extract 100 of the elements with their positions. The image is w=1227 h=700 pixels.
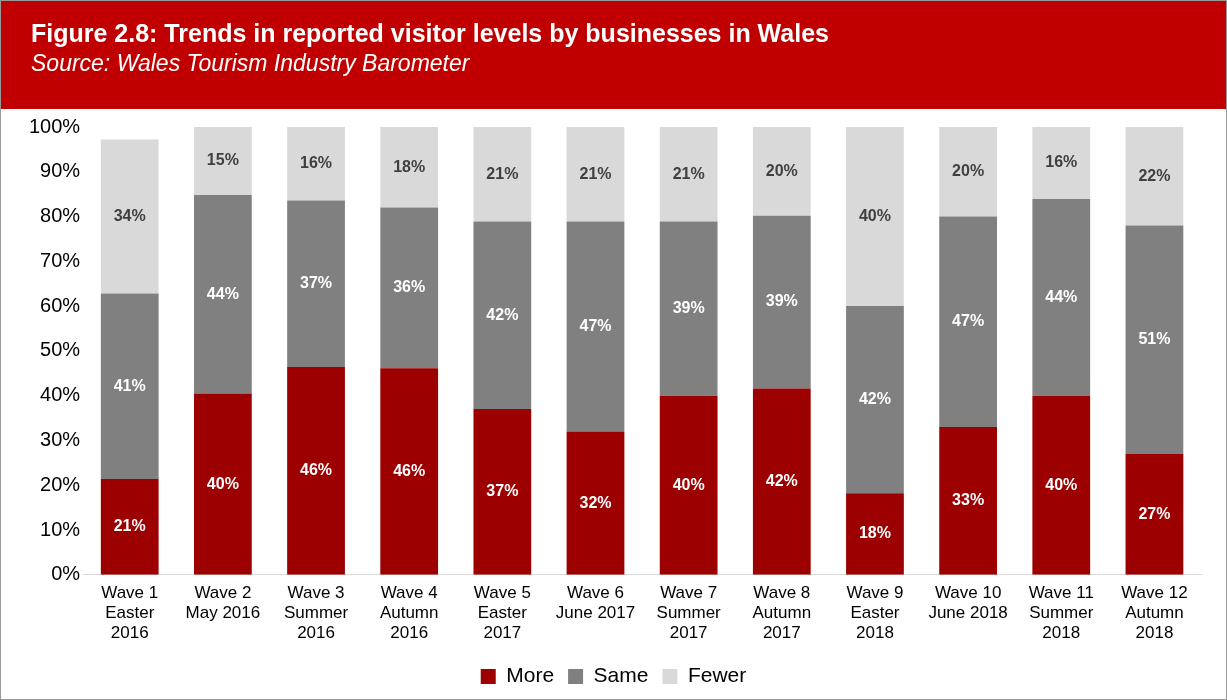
x-tick-label: Wave 3 Summer 2016 bbox=[283, 582, 349, 643]
x-tick-label: Wave 11 Summer 2018 bbox=[1028, 582, 1094, 643]
bar bbox=[1125, 127, 1184, 226]
data-label: 32% bbox=[579, 493, 612, 511]
data-label: 40% bbox=[206, 474, 239, 492]
data-label: 21% bbox=[113, 517, 146, 535]
y-tick-label: 0% bbox=[51, 562, 81, 585]
bar bbox=[846, 127, 904, 307]
x-tick-label: Wave 1 Easter 2016 bbox=[101, 582, 159, 643]
data-label: 16% bbox=[1045, 153, 1078, 171]
data-label: 47% bbox=[579, 316, 612, 334]
y-tick-label: 40% bbox=[40, 383, 81, 406]
bar bbox=[380, 127, 439, 208]
data-label: 33% bbox=[952, 491, 985, 509]
chart-subtitle: Source: Wales Tourism Industry Barometer bbox=[31, 50, 471, 77]
data-label: 39% bbox=[672, 298, 705, 316]
bar bbox=[752, 127, 811, 216]
data-label: 42% bbox=[486, 305, 519, 323]
bar bbox=[287, 367, 345, 575]
data-label: 40% bbox=[672, 475, 705, 493]
data-label: 20% bbox=[952, 162, 985, 180]
data-label: 42% bbox=[858, 390, 891, 408]
data-label: 37% bbox=[486, 482, 519, 500]
bar bbox=[100, 139, 159, 294]
y-tick-label: 100% bbox=[29, 114, 81, 137]
data-label: 34% bbox=[113, 206, 146, 224]
x-tick-label: Wave 4 Autumn 2016 bbox=[379, 582, 439, 643]
bar bbox=[846, 493, 904, 575]
y-tick-label: 20% bbox=[40, 472, 81, 495]
data-label: 18% bbox=[393, 157, 426, 175]
y-tick-label: 30% bbox=[40, 427, 81, 450]
data-label: 15% bbox=[206, 151, 239, 169]
y-tick-label: 70% bbox=[40, 248, 81, 271]
y-tick-label: 10% bbox=[40, 517, 81, 540]
x-tick-label: Wave 10 June 2018 bbox=[928, 582, 1008, 623]
data-label: 21% bbox=[672, 164, 705, 182]
data-label: 44% bbox=[1045, 287, 1078, 305]
bar bbox=[939, 427, 997, 575]
legend-label: Fewer bbox=[687, 663, 747, 687]
x-tick-label: Wave 7 Summer 2017 bbox=[656, 582, 722, 643]
data-label: 42% bbox=[765, 472, 798, 490]
bar bbox=[566, 127, 625, 222]
bar bbox=[194, 393, 252, 575]
data-label: 51% bbox=[1138, 330, 1171, 348]
bar bbox=[194, 127, 252, 196]
x-tick-label: Wave 12 Autumn 2018 bbox=[1121, 582, 1188, 643]
legend-label: Same bbox=[593, 663, 649, 687]
data-label: 41% bbox=[113, 376, 146, 394]
bar bbox=[1032, 127, 1091, 200]
data-label: 22% bbox=[1138, 166, 1171, 184]
bar bbox=[380, 207, 439, 369]
bar bbox=[473, 409, 532, 575]
data-label: 46% bbox=[300, 461, 333, 479]
bar bbox=[1125, 225, 1184, 454]
chart-title: Figure 2.8: Trends in reported visitor levels by businesses in Wales bbox=[31, 19, 830, 48]
bar bbox=[100, 293, 159, 479]
y-tick-label: 60% bbox=[40, 293, 81, 316]
data-label: 21% bbox=[579, 164, 612, 182]
bar bbox=[752, 388, 811, 575]
data-label: 27% bbox=[1138, 504, 1171, 522]
bar bbox=[939, 127, 997, 217]
bar bbox=[287, 127, 345, 201]
x-tick-label: Wave 9 Easter 2018 bbox=[846, 582, 904, 643]
data-label: 47% bbox=[952, 312, 985, 330]
y-tick-label: 80% bbox=[40, 204, 81, 227]
bar bbox=[939, 216, 997, 428]
bar bbox=[194, 195, 252, 394]
data-label: 36% bbox=[393, 278, 426, 296]
bar bbox=[380, 368, 439, 575]
legend-label: More bbox=[506, 663, 555, 687]
data-label: 39% bbox=[765, 292, 798, 310]
data-label: 40% bbox=[1045, 475, 1078, 493]
data-label: 18% bbox=[858, 524, 891, 542]
bar bbox=[100, 478, 159, 575]
x-tick-label: Wave 2 May 2016 bbox=[185, 582, 261, 623]
bar bbox=[473, 127, 532, 222]
data-label: 40% bbox=[858, 206, 891, 224]
data-label: 16% bbox=[300, 154, 333, 172]
x-tick-label: Wave 8 Autumn 2017 bbox=[752, 582, 812, 643]
bar bbox=[659, 221, 718, 396]
bar bbox=[1032, 199, 1091, 396]
data-label: 20% bbox=[765, 161, 798, 179]
data-label: 37% bbox=[300, 274, 333, 292]
bar bbox=[566, 431, 625, 575]
bar bbox=[566, 221, 625, 432]
bar bbox=[659, 127, 718, 222]
bar bbox=[473, 221, 532, 410]
bar bbox=[287, 200, 345, 368]
bar bbox=[659, 395, 718, 575]
bar bbox=[1032, 395, 1091, 575]
y-tick-label: 90% bbox=[40, 159, 81, 182]
bar bbox=[752, 215, 811, 389]
data-label: 44% bbox=[206, 284, 239, 302]
data-label: 21% bbox=[486, 164, 519, 182]
data-label: 46% bbox=[393, 461, 426, 479]
bar bbox=[846, 306, 904, 494]
x-tick-label: Wave 5 Easter 2017 bbox=[473, 582, 531, 643]
y-tick-label: 50% bbox=[40, 338, 81, 361]
bar bbox=[1125, 453, 1184, 575]
x-tick-label: Wave 6 June 2017 bbox=[555, 582, 636, 623]
